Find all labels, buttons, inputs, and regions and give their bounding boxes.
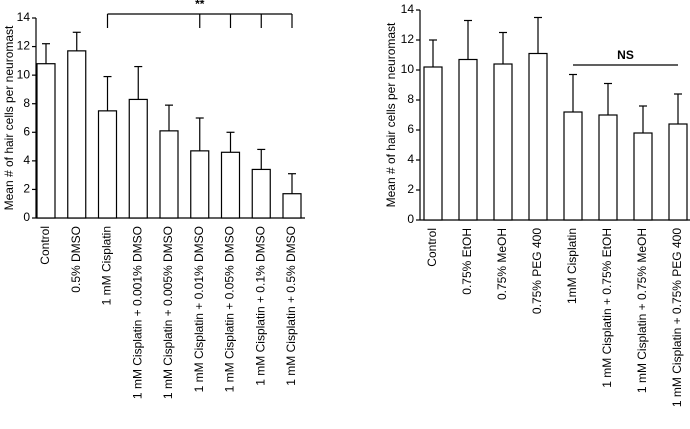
x-tick-label: 1 mM Cisplatin + 0.75% PEG 400 (670, 228, 684, 407)
y-tick-label: 8 (407, 92, 414, 106)
bar (97, 110, 118, 219)
y-tick-label: 12 (401, 32, 415, 46)
bar (633, 132, 653, 221)
x-tick-label: 1 mM Cisplatin + 0.75% MeOH (635, 228, 649, 393)
x-tick-label: Control (425, 228, 439, 267)
x-tick-label: Control (38, 226, 52, 265)
x-tick-label: 1 mM Cisplatin + 0.01% DMSO (192, 226, 206, 392)
x-tick-label: 1 mM Cisplatin + 0.1% DMSO (253, 226, 267, 386)
x-tick-label: 1 mM Cisplatin + 0.001% DMSO (130, 226, 144, 399)
bar (493, 63, 513, 221)
y-axis-label: Mean # of hair cells per neuromast (2, 25, 16, 210)
x-tick-label: 1 mM Cisplatin (100, 226, 114, 305)
bar (458, 58, 478, 221)
y-tick-label: 2 (23, 182, 30, 196)
x-tick-label: 1mM Cisplatin (565, 228, 579, 304)
x-tick-label: 0.75% EtOH (460, 228, 474, 295)
y-tick-label: 10 (401, 62, 415, 76)
bar (159, 130, 179, 219)
y-axis-label: Mean # of hair cells per neuromast (384, 22, 398, 207)
bar (128, 98, 148, 219)
bar (668, 123, 688, 221)
y-tick-label: 0 (23, 210, 30, 224)
x-tick-label: 0.75% PEG 400 (530, 228, 544, 314)
y-tick-label: 6 (407, 122, 414, 136)
y-tick-label: 4 (23, 153, 30, 167)
x-tick-label: 1 mM Cisplatin + 0.5% DMSO (284, 226, 298, 386)
annotation: ** (195, 0, 205, 11)
bar (67, 50, 87, 219)
y-tick-label: 4 (407, 152, 414, 166)
y-tick-label: 6 (23, 124, 30, 138)
bar (220, 151, 241, 219)
bar (282, 193, 302, 219)
x-tick-label: 1 mM Cisplatin + 0.05% DMSO (223, 226, 237, 392)
y-tick-label: 2 (407, 182, 414, 196)
y-tick-label: 12 (17, 39, 31, 53)
x-tick-label: 0.75% MeOH (495, 228, 509, 300)
bar (423, 66, 443, 221)
bar (563, 111, 583, 221)
x-tick-label: 0.5% DMSO (69, 226, 83, 293)
y-tick-label: 8 (23, 96, 30, 110)
y-tick-label: 14 (401, 2, 415, 16)
y-tick-label: 10 (17, 67, 31, 81)
x-tick-label: 1 mM Cisplatin + 0.005% DMSO (161, 226, 175, 399)
bar (36, 63, 56, 219)
x-tick-label: 1 mM Cisplatin + 0.75% EtOH (600, 228, 614, 388)
y-tick-label: 14 (17, 10, 31, 24)
annotation: NS (617, 48, 634, 62)
y-tick-label: 0 (407, 212, 414, 226)
bar (190, 150, 210, 219)
bar (251, 168, 271, 219)
bar (598, 114, 618, 221)
bar (528, 52, 548, 221)
